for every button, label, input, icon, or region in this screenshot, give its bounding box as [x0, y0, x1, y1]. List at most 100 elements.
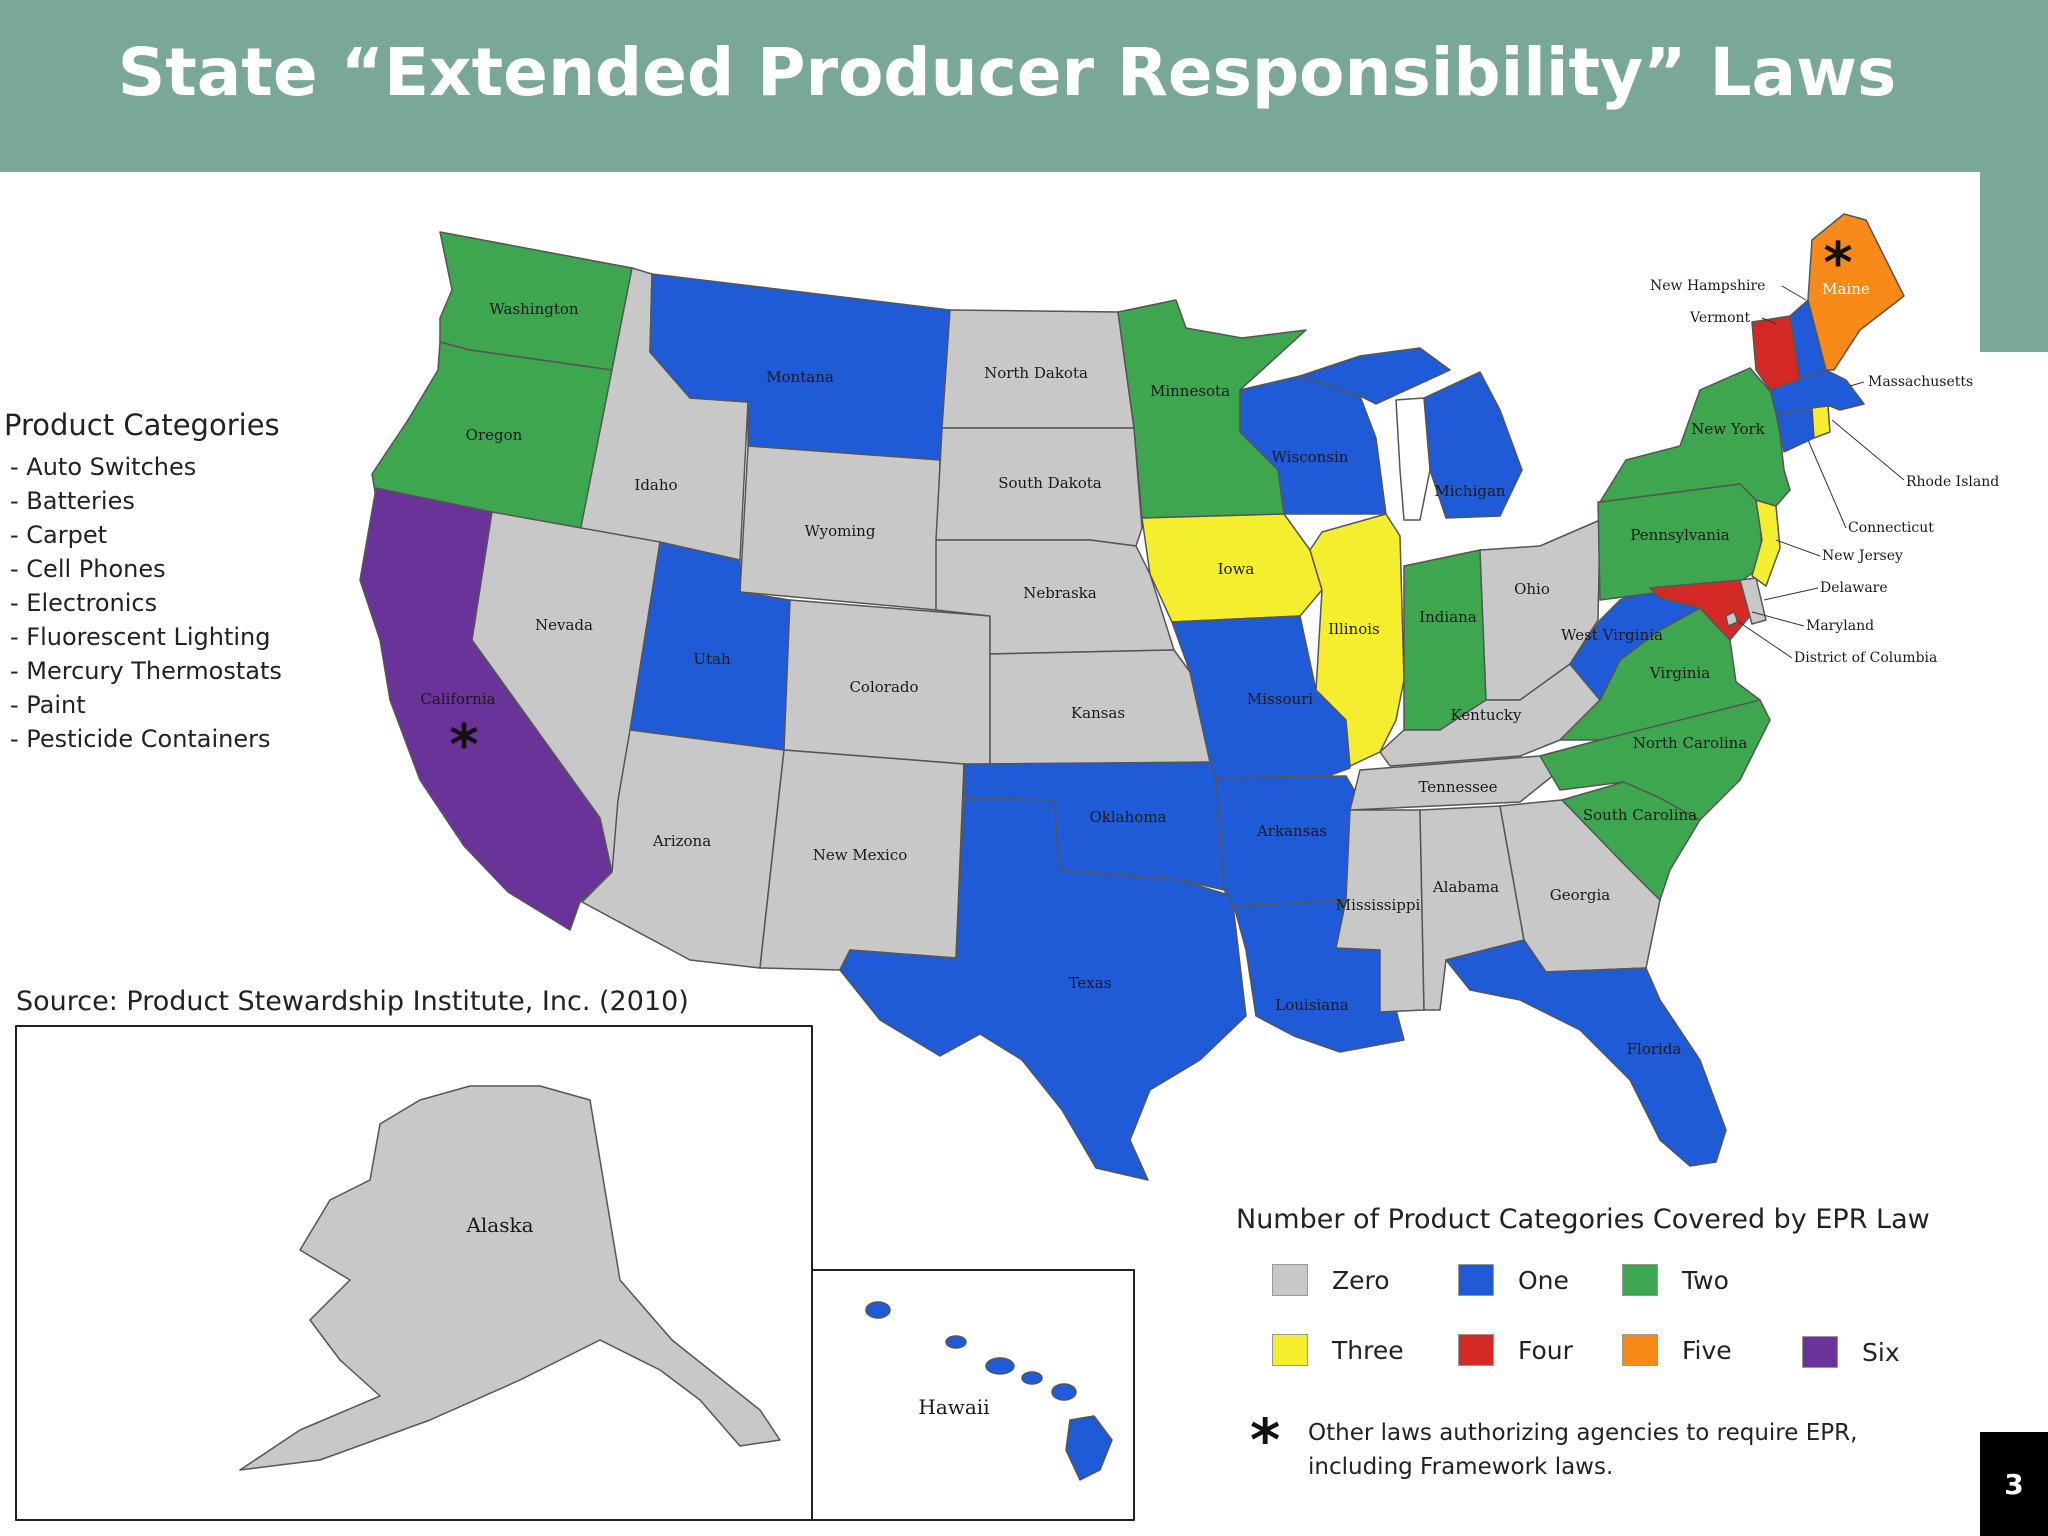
- state-missouri: [1171, 615, 1351, 779]
- legend-swatch: [1802, 1336, 1838, 1368]
- label-alaska: Alaska: [465, 1213, 533, 1237]
- label-connecticut: Connecticut: [1848, 520, 1934, 536]
- framework-note-line: including Framework laws.: [1308, 1454, 1614, 1480]
- label-ohio: Ohio: [1514, 580, 1550, 598]
- label-rhode-island: Rhode Island: [1906, 474, 1999, 490]
- categories-heading: Product Categories: [4, 408, 280, 442]
- legend-swatch: [1272, 1334, 1308, 1366]
- lake-michigan: [1395, 397, 1431, 521]
- legend-label: Three: [1332, 1335, 1404, 1365]
- state-illinois: [1309, 513, 1405, 767]
- label-arizona: Arizona: [652, 832, 711, 850]
- legend-swatch: [1272, 1264, 1308, 1296]
- label-georgia: Georgia: [1550, 886, 1610, 904]
- category-item: - Fluorescent Lighting: [10, 623, 271, 651]
- label-maine: Maine: [1822, 280, 1870, 298]
- asterisk-icon: *: [1250, 1406, 1281, 1474]
- legend-item-two: Two: [1622, 1264, 1822, 1296]
- label-new-mexico: New Mexico: [813, 846, 908, 864]
- state-rhode-island: [1811, 405, 1831, 439]
- label-nebraska: Nebraska: [1023, 584, 1097, 602]
- leader-lines: [1735, 285, 1905, 659]
- legend-item-four: Four: [1458, 1334, 1658, 1366]
- legend-swatch: [1622, 1264, 1658, 1296]
- label-mississippi: Mississippi: [1336, 896, 1421, 914]
- legend-swatch: [1458, 1264, 1494, 1296]
- legend-swatch: [1622, 1334, 1658, 1366]
- label-massachusetts: Massachusetts: [1868, 374, 1973, 390]
- state-hawaii: [865, 1301, 1113, 1481]
- framework-note-line: Other laws authorizing agencies to requi…: [1308, 1420, 1858, 1446]
- label-michigan: Michigan: [1434, 482, 1506, 500]
- source-credit: Source: Product Stewardship Institute, I…: [16, 986, 689, 1017]
- category-item: - Mercury Thermostats: [10, 657, 282, 685]
- label-north-carolina: North Carolina: [1633, 734, 1748, 752]
- label-utah: Utah: [693, 650, 731, 668]
- label-delaware: Delaware: [1820, 580, 1888, 596]
- label-hawaii: Hawaii: [918, 1395, 989, 1419]
- label-idaho: Idaho: [634, 476, 677, 494]
- legend-item-zero: Zero: [1272, 1264, 1472, 1296]
- label-south-carolina: South Carolina: [1583, 806, 1697, 824]
- title-bar: [0, 0, 2048, 172]
- label-vermont: Vermont: [1689, 310, 1751, 326]
- label-oklahoma: Oklahoma: [1090, 808, 1167, 826]
- state-delaware: [1739, 577, 1767, 625]
- legend-label: Six: [1862, 1337, 1900, 1367]
- label-new-jersey: New Jersey: [1822, 548, 1903, 564]
- category-item: - Paint: [10, 691, 86, 719]
- legend-label: Zero: [1332, 1265, 1390, 1295]
- legend-label: Five: [1682, 1335, 1732, 1365]
- label-oregon: Oregon: [466, 426, 523, 444]
- state-texas: [839, 797, 1247, 1181]
- label-wyoming: Wyoming: [805, 522, 876, 540]
- slide-title: State “Extended Producer Responsibility”…: [117, 34, 1897, 111]
- label-kansas: Kansas: [1071, 704, 1125, 722]
- label-maryland: Maryland: [1806, 618, 1874, 634]
- label-south-dakota: South Dakota: [998, 474, 1102, 492]
- legend-item-three: Three: [1272, 1334, 1472, 1366]
- label-arkansas: Arkansas: [1256, 822, 1327, 840]
- label-district-of-columbia: District of Columbia: [1794, 650, 1937, 666]
- category-item: - Pesticide Containers: [10, 725, 271, 753]
- categories-list: - Auto Switches - Batteries - Carpet - C…: [10, 450, 282, 756]
- label-texas: Texas: [1069, 974, 1112, 992]
- state-florida: [1445, 939, 1727, 1167]
- state-district-of-columbia: [1725, 611, 1739, 627]
- legend-swatch: [1458, 1334, 1494, 1366]
- label-new-hampshire: New Hampshire: [1650, 278, 1765, 294]
- label-california: California: [420, 690, 495, 708]
- us-map: Washington Oregon California Idaho Nevad…: [15, 213, 1999, 1521]
- category-item: - Carpet: [10, 521, 108, 549]
- category-item: - Batteries: [10, 487, 135, 515]
- label-illinois: Illinois: [1328, 620, 1380, 638]
- page-number: 3: [1980, 1432, 2048, 1536]
- label-iowa: Iowa: [1218, 560, 1255, 578]
- asterisk-maine: *: [1823, 231, 1852, 296]
- label-montana: Montana: [766, 368, 834, 386]
- label-indiana: Indiana: [1419, 608, 1477, 626]
- legend-item-five: Five: [1622, 1334, 1822, 1366]
- category-item: - Auto Switches: [10, 453, 197, 481]
- title-bar-side-tab: [1980, 172, 2048, 352]
- legend-label: Four: [1518, 1335, 1573, 1365]
- state-michigan-up: [1299, 347, 1451, 405]
- label-washington: Washington: [489, 300, 579, 318]
- framework-note: * Other laws authorizing agencies to req…: [1250, 1406, 1857, 1484]
- label-virginia: Virginia: [1649, 664, 1710, 682]
- legend: Number of Product Categories Covered by …: [1236, 1204, 1996, 1368]
- state-indiana: [1403, 549, 1487, 731]
- category-item: - Electronics: [10, 589, 158, 617]
- label-north-dakota: North Dakota: [984, 364, 1088, 382]
- state-michigan: [1423, 371, 1523, 519]
- category-item: - Cell Phones: [10, 555, 166, 583]
- label-pennsylvania: Pennsylvania: [1630, 526, 1729, 544]
- label-nevada: Nevada: [535, 616, 593, 634]
- label-new-york: New York: [1691, 420, 1765, 438]
- state-iowa: [1141, 513, 1323, 623]
- framework-note-text: Other laws authorizing agencies to requi…: [1308, 1416, 1857, 1484]
- legend-item-one: One: [1458, 1264, 1658, 1296]
- state-arkansas: [1215, 775, 1361, 907]
- asterisk-california: *: [449, 713, 478, 778]
- legend-title: Number of Product Categories Covered by …: [1236, 1204, 1930, 1235]
